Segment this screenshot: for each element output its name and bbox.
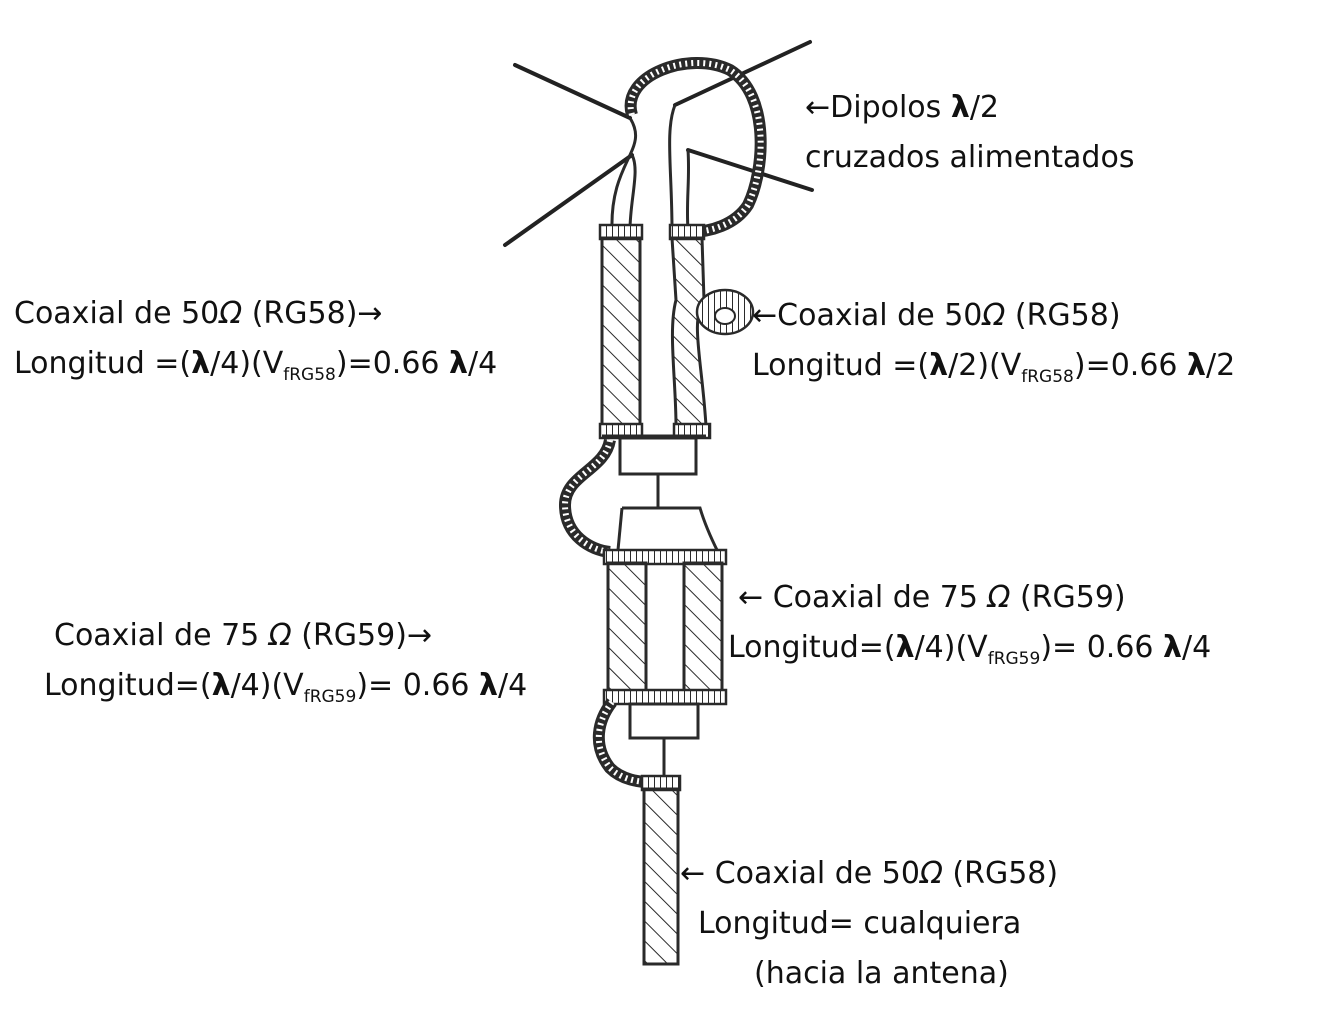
label-right-rg58-name: ←Coaxial de 50Ω (RG58) — [752, 298, 1121, 333]
label-dipoles: ←Dipolos λ/2 cruzados alimentados — [805, 83, 1134, 183]
label-left-rg59-name: Coaxial de 75 Ω (RG59)→ — [54, 618, 433, 653]
arrow-left-icon: ← — [738, 580, 773, 615]
feed-wire-left-2 — [628, 154, 637, 231]
jumper-cable-upper — [558, 438, 616, 558]
label-feed-rg58-note: (hacia la antena) — [754, 956, 1009, 991]
feed-wire-right-2 — [685, 149, 691, 231]
crossed-dipoles — [503, 40, 814, 247]
label-right-rg59: ← Coaxial de 75 Ω (RG59) Longitud=(λ/4)(… — [728, 573, 1211, 673]
coax-rg58-feed-line — [640, 774, 682, 966]
coax-rg58-left-section — [598, 223, 644, 440]
junction-lower — [628, 702, 700, 782]
label-right-rg59-length: Longitud=(λ/4)(VfRG59)= 0.66 λ/4 — [728, 630, 1212, 669]
arrow-right-icon: → — [406, 618, 433, 653]
label-feed-rg58-length: Longitud= cualquiera — [698, 906, 1022, 941]
feed-wire-right — [668, 104, 677, 231]
label-dipoles-line2: cruzados alimentados — [805, 140, 1135, 175]
arrow-left-icon: ← — [680, 856, 715, 891]
dipole-arm-upper-left — [513, 63, 632, 120]
label-left-rg58: Coaxial de 50Ω (RG58)→ Longitud =(λ/4)(V… — [14, 289, 497, 389]
arrow-left-icon: ← — [752, 298, 778, 333]
feed-wire-left — [610, 117, 638, 231]
dipole-arm-lower-right — [686, 148, 814, 192]
phasing-loop-inner — [627, 59, 764, 235]
label-left-rg59-length: Longitud=(λ/4)(VfRG59)= 0.66 λ/4 — [44, 668, 528, 707]
label-left-rg59: Coaxial de 75 Ω (RG59)→ Longitud=(λ/4)(V… — [44, 611, 527, 711]
label-feed-rg58-name: ← Coaxial de 50Ω (RG58) — [680, 856, 1059, 891]
label-right-rg58-length: Longitud =(λ/2)(VfRG58)=0.66 λ/2 — [752, 348, 1236, 387]
label-right-rg58: ←Coaxial de 50Ω (RG58) Longitud =(λ/2)(V… — [752, 291, 1235, 391]
label-dipoles-line1: ←Dipolos λ/2 — [805, 90, 1000, 125]
arrow-left-icon: ← — [805, 90, 831, 125]
phasing-loop-outer — [624, 56, 767, 238]
label-feed-rg58: ← Coaxial de 50Ω (RG58) Longitud= cualqu… — [680, 849, 1058, 999]
label-right-rg59-name: ← Coaxial de 75 Ω (RG59) — [738, 580, 1126, 615]
label-left-rg58-name: Coaxial de 50Ω (RG58)→ — [14, 296, 383, 331]
arrow-right-icon: → — [357, 296, 383, 331]
junction-upper — [602, 434, 720, 553]
label-left-rg58-length: Longitud =(λ/4)(VfRG58)=0.66 λ/4 — [14, 346, 498, 385]
dipole-arm-lower-left — [503, 153, 634, 247]
coax-rg59-pair — [602, 548, 728, 706]
coax-rg58-right-section — [668, 223, 755, 440]
